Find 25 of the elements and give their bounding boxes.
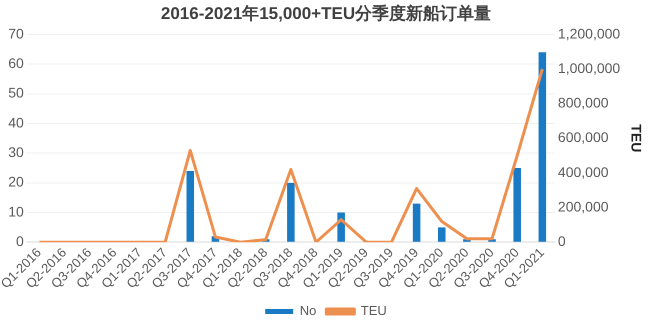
y2-tick-label: 400,000	[558, 164, 609, 180]
bar	[538, 52, 546, 242]
y2-tick-label: 0	[558, 233, 566, 250]
y2-axis-title: TEU	[628, 124, 645, 152]
y-tick-label: 10	[8, 203, 24, 220]
bar	[513, 168, 521, 242]
bar	[438, 227, 446, 242]
y-tick-label: 30	[8, 144, 24, 160]
legend-label: No	[300, 303, 316, 318]
bar	[412, 204, 420, 242]
legend-label: TEU	[360, 303, 387, 318]
y2-tick-label: 800,000	[558, 94, 609, 111]
chart-title: 2016-2021年15,000+TEU分季度新船订单量	[160, 4, 492, 23]
y-tick-label: 40	[8, 114, 24, 130]
y2-tick-label: 1,000,000	[558, 60, 620, 76]
y-tick-label: 20	[8, 174, 24, 190]
y-tick-label: 60	[8, 54, 24, 71]
bar	[186, 170, 194, 242]
y2-tick-label: 600,000	[558, 129, 609, 146]
y-tick-label: 70	[8, 25, 24, 42]
y2-tick-label: 1,200,000	[558, 25, 620, 42]
y-tick-label: 0	[16, 233, 24, 250]
bar	[287, 182, 295, 242]
y-tick-label: 50	[8, 84, 24, 101]
y2-tick-label: 200,000	[558, 198, 609, 214]
